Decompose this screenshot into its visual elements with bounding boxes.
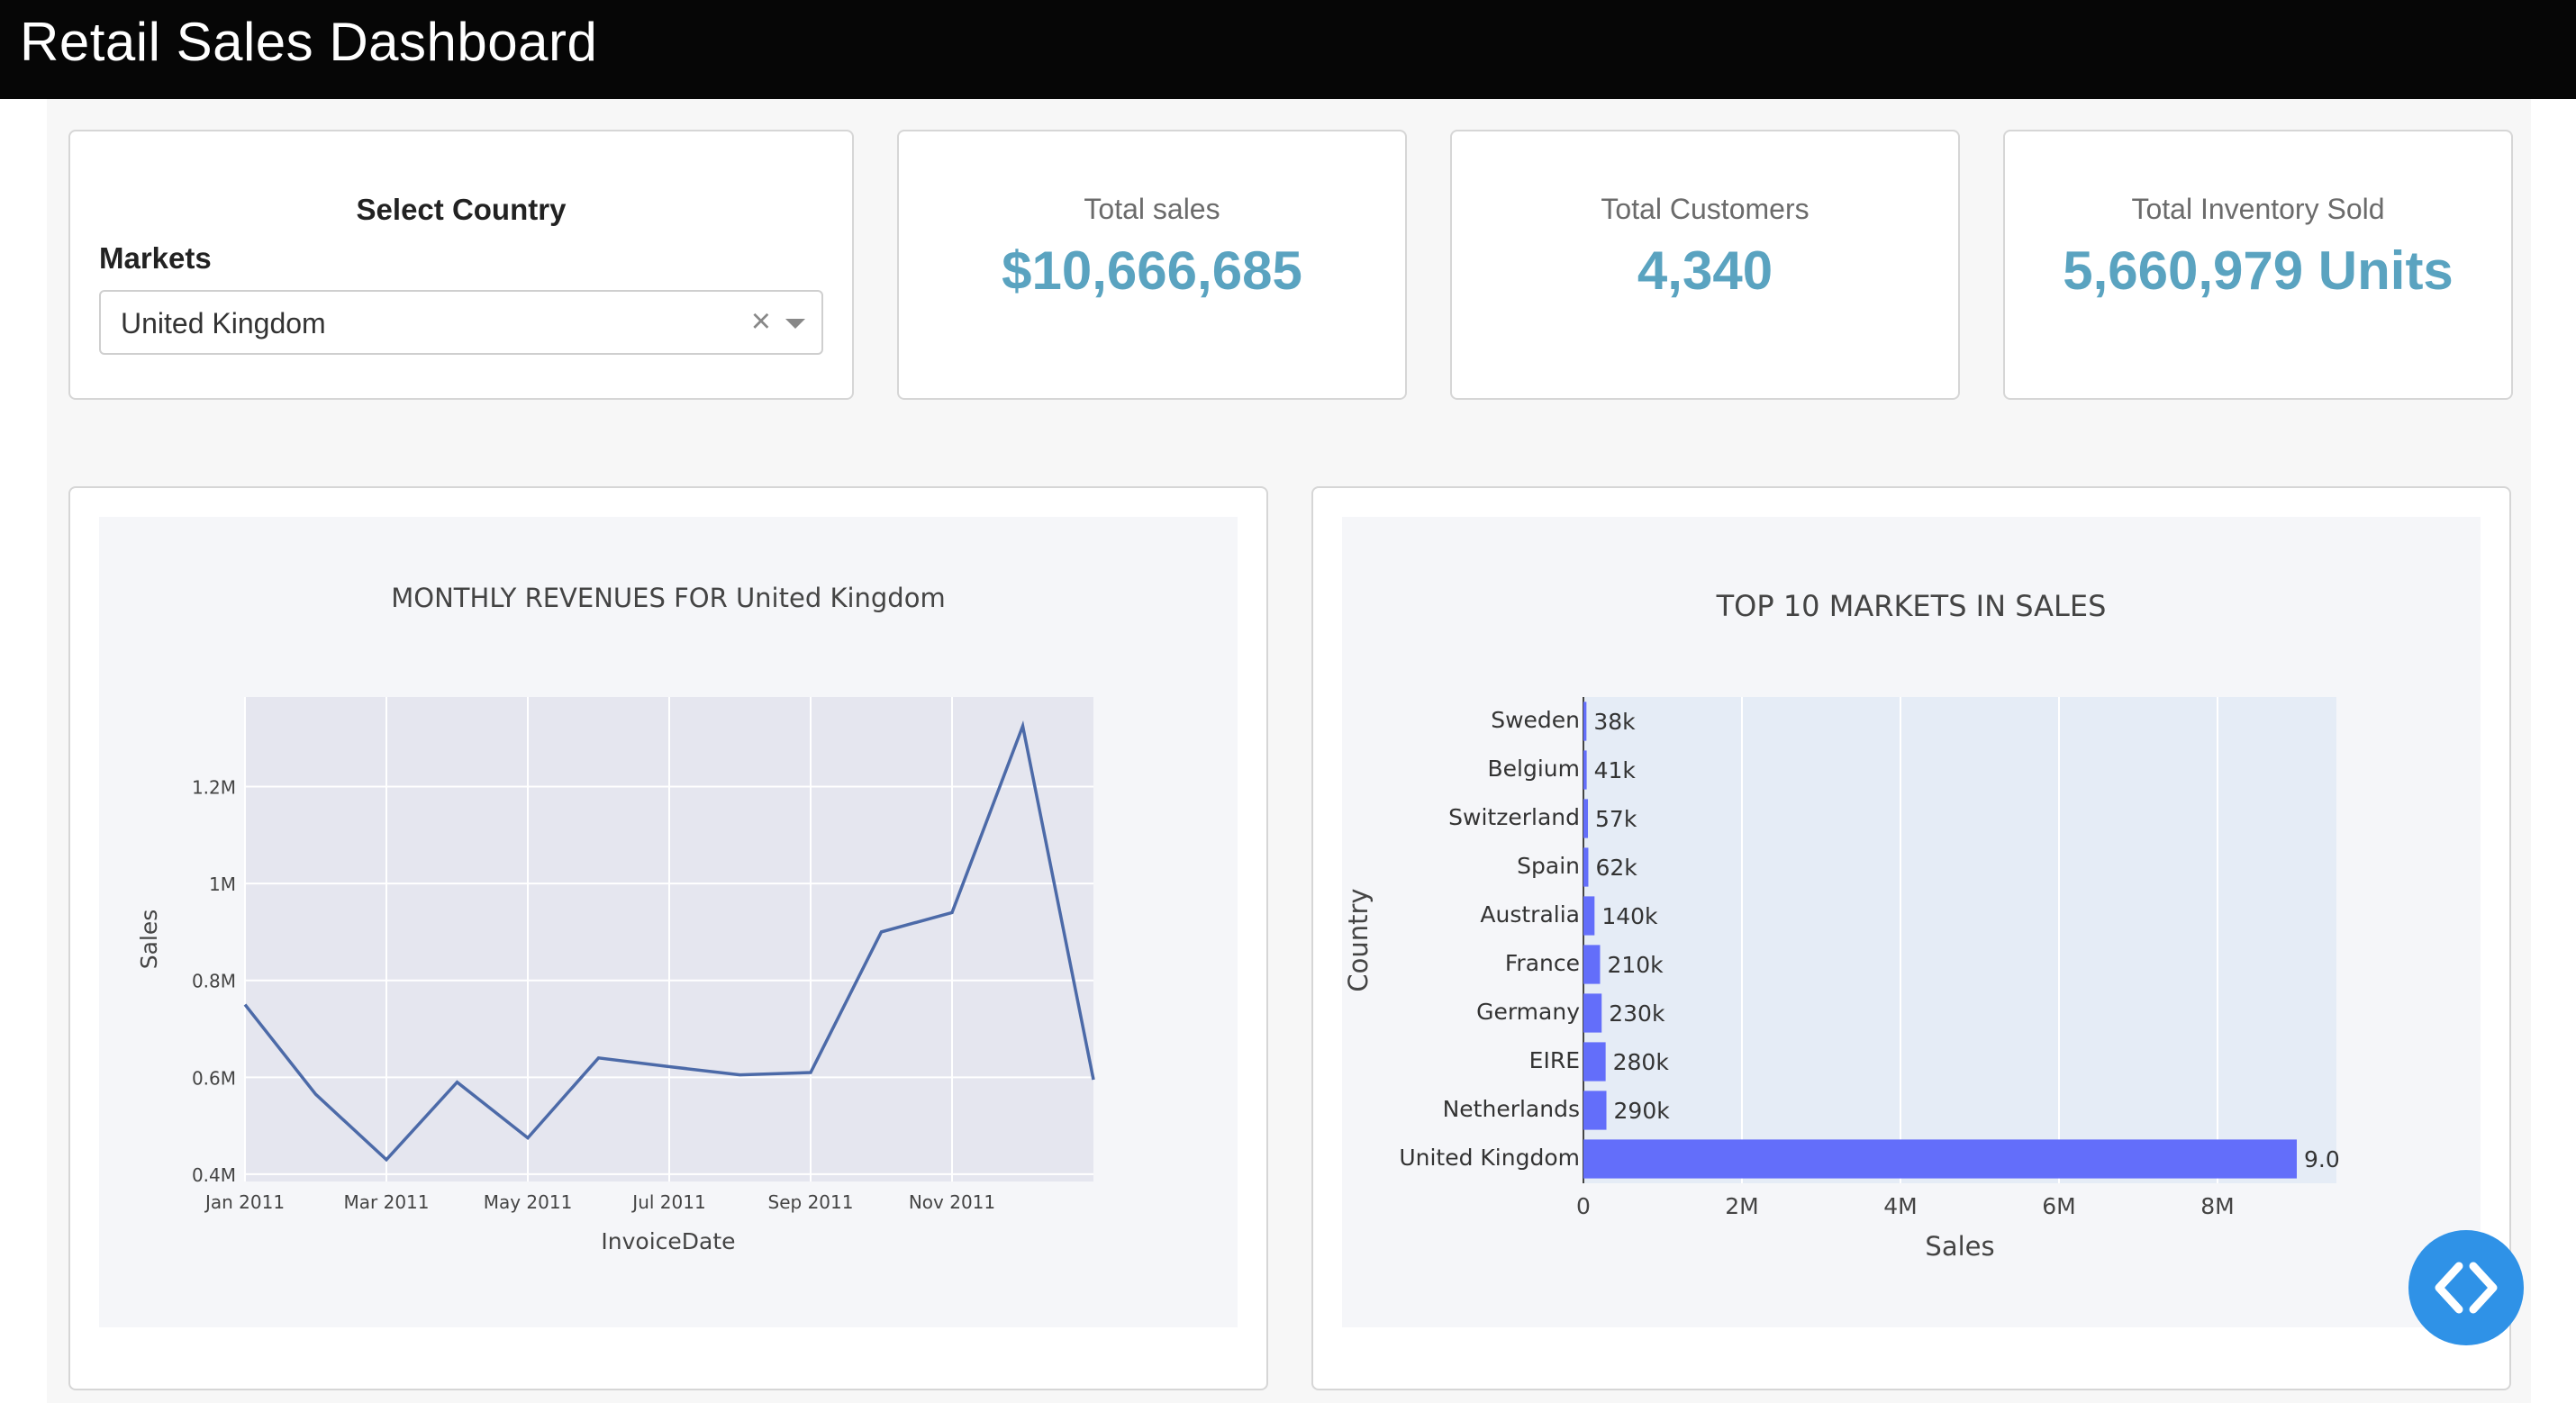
kpi-label: Total Customers: [1601, 193, 1810, 225]
kpi-label: Total sales: [1084, 193, 1220, 225]
kpi-value: $10,666,685: [1002, 240, 1302, 301]
chevron-down-icon[interactable]: [785, 319, 805, 329]
selected-country-value: United Kingdom: [121, 307, 326, 339]
code-toggle-button[interactable]: [2408, 1230, 2524, 1345]
monthly-revenue-plot-area: [99, 517, 1238, 1327]
kpi-card-total-customers: Total Customers 4,340: [1450, 130, 1960, 400]
app-title: Retail Sales Dashboard: [20, 12, 598, 72]
kpi-value: 4,340: [1637, 240, 1773, 301]
select-country-title: Select Country: [356, 193, 567, 226]
code-icon: [2435, 1262, 2498, 1314]
top-markets-plot-area: [1342, 517, 2481, 1327]
country-dropdown[interactable]: United Kingdom ×: [99, 290, 823, 355]
markets-label: Markets: [99, 241, 212, 275]
close-icon[interactable]: ×: [750, 303, 771, 340]
kpi-value: 5,660,979 Units: [2063, 240, 2454, 301]
country-filter-card: Select Country Markets United Kingdom ×: [68, 130, 854, 400]
kpi-card-total-inventory: Total Inventory Sold 5,660,979 Units: [2003, 130, 2513, 400]
top-bar: Retail Sales Dashboard: [0, 0, 2576, 99]
kpi-label: Total Inventory Sold: [2131, 193, 2385, 225]
kpi-card-total-sales: Total sales $10,666,685: [897, 130, 1407, 400]
